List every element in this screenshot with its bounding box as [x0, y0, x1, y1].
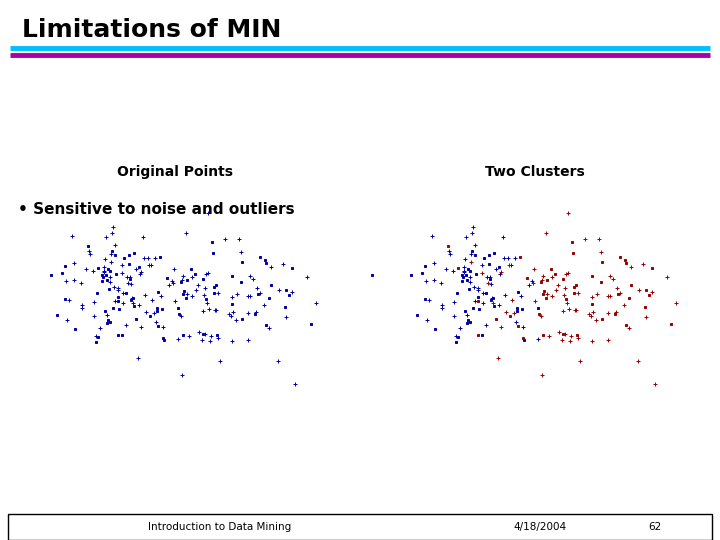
Text: Limitations of MIN: Limitations of MIN: [22, 18, 282, 42]
FancyBboxPatch shape: [8, 514, 712, 540]
Text: • Sensitive to noise and outliers: • Sensitive to noise and outliers: [18, 202, 294, 217]
Text: 4/18/2004: 4/18/2004: [513, 522, 567, 532]
Text: Original Points: Original Points: [117, 165, 233, 179]
Text: 62: 62: [649, 522, 662, 532]
Text: Two Clusters: Two Clusters: [485, 165, 585, 179]
Text: Introduction to Data Mining: Introduction to Data Mining: [148, 522, 292, 532]
